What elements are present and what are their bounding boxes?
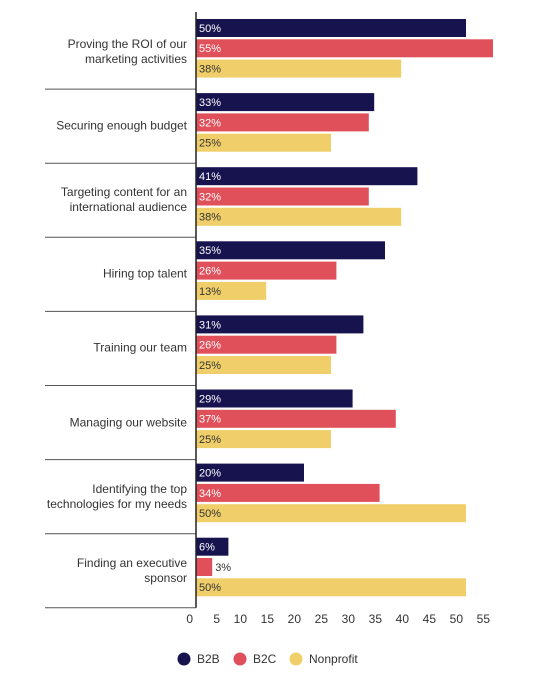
- category-label: Managing our website: [69, 415, 187, 430]
- bar: [196, 113, 369, 132]
- value-label: 29%: [199, 393, 221, 405]
- bar: [196, 463, 304, 482]
- value-label: 50%: [199, 23, 221, 35]
- bar: [196, 207, 402, 226]
- bar: [196, 578, 466, 597]
- bar: [196, 19, 466, 37]
- bar: [196, 187, 369, 206]
- category-label: Identifying the top technologies for my …: [46, 481, 187, 511]
- value-label: 20%: [199, 468, 221, 480]
- x-tick-label: 45: [423, 612, 437, 626]
- value-label: 26%: [199, 340, 221, 352]
- x-tick-label: 25: [315, 612, 329, 626]
- value-label: 32%: [199, 191, 221, 203]
- x-tick-label: 30: [342, 612, 356, 626]
- value-label: 34%: [199, 488, 221, 500]
- value-label: 3%: [215, 562, 231, 574]
- legend-label: Nonprofit: [309, 652, 358, 666]
- x-tick-label: 55: [477, 612, 491, 626]
- legend-label: B2B: [197, 652, 220, 666]
- x-tick-label: 5: [213, 612, 220, 626]
- value-label: 6%: [199, 542, 215, 554]
- category-label: Securing enough budget: [56, 118, 187, 133]
- value-label: 38%: [199, 64, 221, 76]
- bar: [196, 133, 331, 152]
- bar: [196, 261, 337, 280]
- x-tick-label: 35: [369, 612, 383, 626]
- bar: [196, 335, 337, 354]
- value-label: 50%: [199, 582, 221, 594]
- bar: [196, 39, 493, 58]
- value-label: 35%: [199, 245, 221, 257]
- bar: [196, 356, 331, 374]
- x-tick-label: 20: [288, 612, 302, 626]
- value-label: 38%: [199, 212, 221, 224]
- value-label: 32%: [199, 117, 221, 129]
- category-label: Training our team: [93, 340, 187, 355]
- value-label: 41%: [199, 171, 221, 183]
- category-label: Proving the ROI of our marketing activit…: [67, 37, 187, 67]
- bar: [196, 537, 229, 556]
- bar: [196, 409, 396, 428]
- legend-swatch: [177, 652, 191, 666]
- bar: [196, 483, 380, 502]
- value-label: 50%: [199, 508, 221, 520]
- value-label: 55%: [199, 43, 221, 55]
- x-tick-label: 50: [450, 612, 464, 626]
- x-tick-label: 40: [396, 612, 410, 626]
- value-label: 26%: [199, 266, 221, 278]
- category-label: Targeting content for an international a…: [60, 185, 187, 215]
- value-label: 25%: [199, 434, 221, 446]
- bar: [196, 93, 375, 112]
- value-label: 33%: [199, 97, 221, 109]
- bar: [196, 389, 353, 408]
- bar: [196, 315, 364, 334]
- x-tick-label: 10: [234, 612, 248, 626]
- bar: [196, 430, 331, 449]
- category-label: Finding an executive sponsor: [76, 555, 187, 585]
- legend-label: B2C: [253, 652, 277, 666]
- value-label: 37%: [199, 414, 221, 426]
- bar: [196, 558, 213, 576]
- value-label: 31%: [199, 319, 221, 331]
- value-label: 25%: [199, 360, 221, 372]
- bar: [196, 167, 418, 186]
- x-tick-label: 0: [186, 612, 193, 626]
- category-label: Hiring top talent: [102, 266, 187, 281]
- legend-swatch: [233, 652, 247, 666]
- bar: [196, 59, 402, 78]
- value-label: 13%: [199, 286, 221, 298]
- x-tick-label: 15: [261, 612, 275, 626]
- bar: [196, 241, 385, 260]
- legend-swatch: [289, 652, 303, 666]
- value-label: 25%: [199, 138, 221, 150]
- bar: [196, 504, 466, 523]
- bar: [196, 281, 267, 300]
